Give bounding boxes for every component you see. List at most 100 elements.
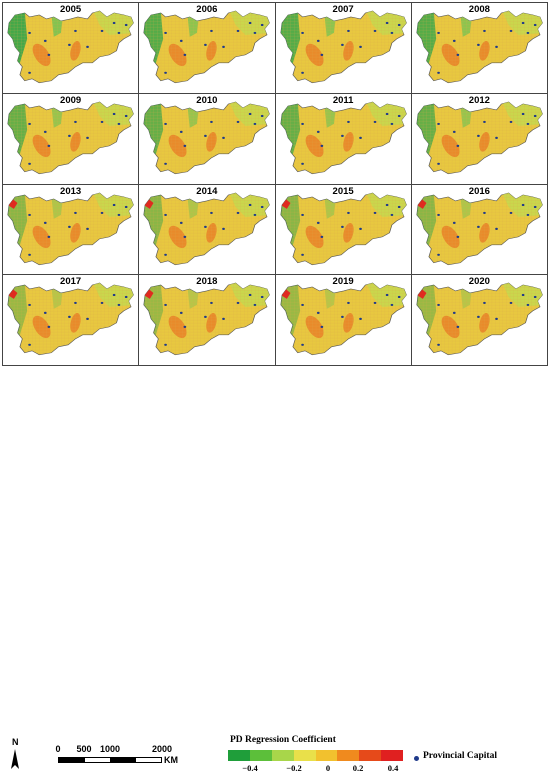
map-panel-2011: 2011 [275, 93, 412, 185]
capital-marker [340, 134, 344, 137]
capital-marker [180, 39, 183, 42]
capital-marker [456, 144, 459, 147]
panel-year: 2005 [60, 4, 82, 15]
capital-marker [28, 213, 31, 216]
capital-marker [112, 21, 116, 25]
capital-marker [320, 53, 323, 56]
capital-marker [124, 296, 128, 299]
capital-marker [300, 304, 304, 307]
legend-label-neg04: −0.4 [242, 763, 258, 773]
capital-marker [373, 302, 376, 305]
capital-marker [358, 318, 362, 321]
panel-year: 2015 [332, 185, 354, 197]
capital-marker [509, 302, 513, 305]
capital-marker [236, 29, 240, 33]
map-2011 [279, 101, 407, 174]
capital-marker [86, 45, 89, 48]
provincial-capital-marker-icon [414, 756, 419, 761]
capital-marker [210, 29, 214, 33]
capital-marker [533, 23, 537, 27]
capital-marker [261, 114, 264, 117]
map-2008 [416, 10, 543, 84]
capital-marker [526, 213, 530, 216]
capital-marker [346, 211, 350, 214]
map-2017 [7, 282, 134, 356]
panel-year: 2018 [196, 276, 218, 288]
capital-marker [390, 213, 393, 216]
capital-marker [28, 343, 31, 347]
map-panel-2013: 2013 [3, 184, 140, 276]
scale-unit: KM [164, 755, 178, 765]
capital-marker [494, 136, 498, 139]
capital-marker [261, 23, 264, 27]
capital-marker [74, 211, 77, 214]
capital-marker [346, 120, 350, 123]
capital-marker [74, 302, 77, 305]
capital-marker [124, 23, 128, 27]
capital-marker [526, 31, 530, 35]
legend-label-neg02: −0.2 [286, 763, 302, 773]
map-panel-2016: 2016 [411, 184, 548, 276]
capital-marker [316, 130, 320, 133]
legend-swatch-5 [337, 750, 360, 761]
capital-marker [526, 122, 530, 125]
capital-marker [117, 213, 121, 216]
capital-marker [86, 318, 89, 321]
map-2018 [143, 282, 271, 356]
scale-tick-0: 0 [55, 744, 61, 754]
map-2005 [7, 10, 134, 84]
capital-marker [436, 253, 440, 256]
scale-tick-2000: 2000 [151, 744, 173, 754]
capital-marker [358, 227, 362, 230]
capital-marker [164, 304, 168, 307]
capital-marker [47, 326, 51, 329]
capital-marker [521, 21, 525, 25]
capital-marker [47, 235, 51, 238]
panel-year: 2012 [468, 94, 490, 106]
map-2013 [7, 192, 134, 265]
capital-marker [482, 29, 486, 33]
capital-marker [28, 162, 31, 165]
capital-marker [509, 120, 513, 123]
map-panel-2019: 2019 [275, 275, 412, 366]
capital-marker [117, 122, 121, 125]
capital-marker [509, 29, 513, 33]
map-panel-2010: 2010 [139, 93, 276, 185]
capital-marker [456, 53, 459, 56]
capital-marker [124, 205, 128, 208]
capital-marker [373, 29, 376, 33]
capital-marker [28, 122, 31, 125]
capital-marker [482, 302, 486, 305]
capital-marker [300, 343, 304, 347]
capital-marker [236, 211, 240, 214]
capital-marker [397, 296, 401, 299]
capital-marker [390, 304, 393, 307]
capital-marker [436, 162, 440, 165]
capital-marker [494, 45, 498, 48]
capital-marker [533, 205, 537, 208]
map-panel-2020: 2020 [411, 275, 548, 366]
scale-tick-1000: 1000 [99, 744, 121, 754]
capital-marker [204, 43, 207, 46]
map-panel-2018: 2018 [139, 275, 276, 366]
capital-marker [482, 120, 486, 123]
capital-marker [436, 31, 440, 35]
map-2012 [416, 101, 543, 174]
map-2019 [279, 282, 407, 356]
panel-year: 2017 [60, 276, 82, 288]
capital-marker [28, 304, 31, 307]
map-panel-2017: 2017 [3, 275, 140, 366]
capital-marker [204, 316, 207, 319]
capital-marker [253, 31, 257, 35]
panel-year: 2011 [332, 94, 354, 106]
capital-marker [253, 213, 257, 216]
legend-swatch-6 [359, 750, 382, 761]
capital-marker [100, 120, 104, 123]
capital-marker [164, 31, 168, 35]
legend-swatch-2 [271, 750, 294, 761]
map-panel-2008: 2008 [411, 3, 548, 94]
capital-marker [222, 136, 226, 139]
capital-marker [476, 316, 480, 319]
capital-marker [385, 21, 388, 25]
capital-marker [340, 225, 344, 228]
